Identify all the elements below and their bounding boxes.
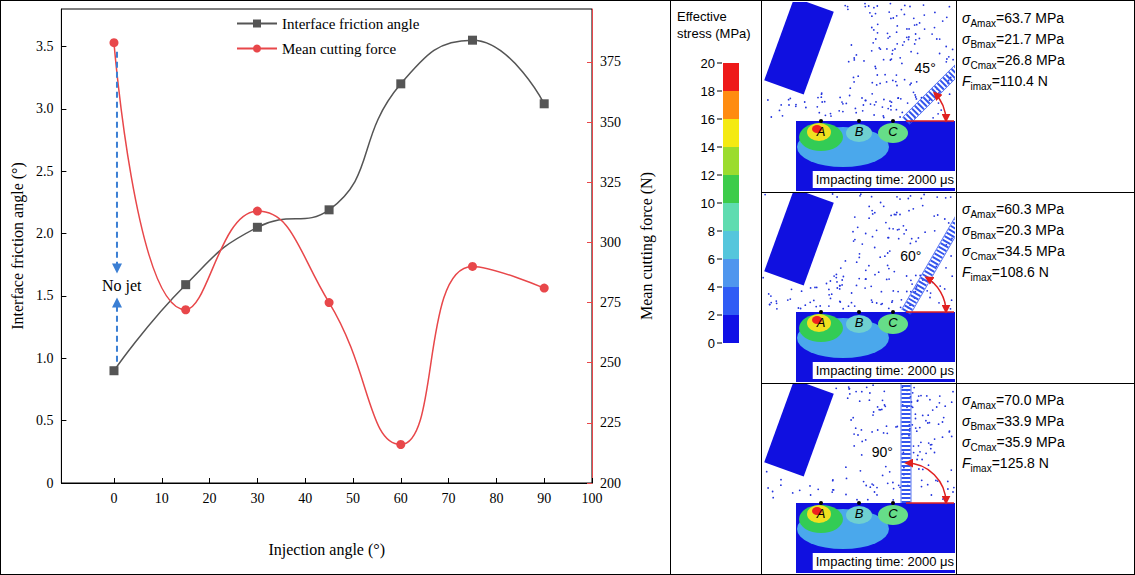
svg-text:20: 20: [701, 56, 715, 71]
svg-text:70: 70: [442, 491, 456, 506]
svg-text:C: C: [888, 124, 898, 139]
svg-text:3.5: 3.5: [36, 39, 54, 54]
svg-text:4: 4: [708, 280, 715, 295]
svg-text:375: 375: [600, 54, 621, 69]
svg-text:350: 350: [600, 115, 621, 130]
svg-text:σBmax=20.3 MPa: σBmax=20.3 MPa: [962, 222, 1064, 241]
svg-text:1.5: 1.5: [36, 288, 54, 303]
svg-text:0: 0: [46, 476, 53, 491]
svg-text:C: C: [888, 506, 898, 521]
svg-text:B: B: [855, 506, 864, 521]
svg-text:Impacting time: 2000 μs: Impacting time: 2000 μs: [816, 363, 955, 378]
svg-text:B: B: [855, 315, 864, 330]
svg-text:Impacting time: 2000 μs: Impacting time: 2000 μs: [816, 554, 955, 569]
svg-text:Fimax=110.4 N: Fimax=110.4 N: [962, 73, 1048, 92]
svg-text:12: 12: [701, 168, 715, 183]
svg-text:8: 8: [708, 224, 715, 239]
svg-text:90: 90: [537, 491, 551, 506]
svg-text:B: B: [855, 124, 864, 139]
svg-text:10: 10: [155, 491, 169, 506]
svg-text:100: 100: [582, 491, 603, 506]
svg-text:16: 16: [701, 112, 715, 127]
svg-text:60: 60: [394, 491, 408, 506]
svg-text:10: 10: [701, 196, 715, 211]
svg-text:Mean cutting force (N): Mean cutting force (N): [638, 172, 656, 320]
svg-text:50: 50: [346, 491, 360, 506]
svg-text:90°: 90°: [872, 444, 893, 460]
svg-text:σCmax=35.9 MPa: σCmax=35.9 MPa: [962, 434, 1065, 453]
svg-text:0: 0: [110, 491, 117, 506]
svg-text:2.0: 2.0: [36, 226, 54, 241]
svg-text:275: 275: [600, 295, 621, 310]
svg-text:18: 18: [701, 84, 715, 99]
svg-text:20: 20: [203, 491, 217, 506]
svg-text:σBmax=33.9 MPa: σBmax=33.9 MPa: [962, 413, 1064, 432]
svg-text:2: 2: [708, 308, 715, 323]
svg-text:225: 225: [600, 415, 621, 430]
svg-text:A: A: [816, 124, 826, 139]
svg-text:σCmax=26.8 MPa: σCmax=26.8 MPa: [962, 52, 1065, 71]
svg-text:σCmax=34.5 MPa: σCmax=34.5 MPa: [962, 243, 1065, 262]
svg-text:6: 6: [708, 252, 715, 267]
svg-text:300: 300: [600, 235, 621, 250]
svg-text:2.5: 2.5: [36, 164, 54, 179]
svg-text:Mean cutting force: Mean cutting force: [282, 41, 396, 57]
svg-text:325: 325: [600, 175, 621, 190]
svg-text:Injection angle (°): Injection angle (°): [268, 541, 385, 559]
svg-text:14: 14: [701, 140, 715, 155]
svg-text:250: 250: [600, 355, 621, 370]
svg-text:σAmax=63.7 MPa: σAmax=63.7 MPa: [962, 10, 1064, 29]
svg-text:A: A: [816, 315, 826, 330]
svg-text:1.0: 1.0: [36, 351, 54, 366]
svg-text:3.0: 3.0: [36, 101, 54, 116]
svg-text:Fimax=108.6 N: Fimax=108.6 N: [962, 264, 1049, 283]
svg-text:A: A: [816, 506, 826, 521]
svg-text:No jet: No jet: [102, 277, 142, 295]
svg-text:Fimax=125.8 N: Fimax=125.8 N: [962, 455, 1049, 474]
svg-text:C: C: [888, 315, 898, 330]
svg-text:Impacting time: 2000 μs: Impacting time: 2000 μs: [816, 172, 955, 187]
svg-text:σBmax=21.7 MPa: σBmax=21.7 MPa: [962, 31, 1064, 50]
svg-text:60°: 60°: [900, 248, 921, 264]
svg-text:Effective: Effective: [677, 9, 727, 24]
svg-text:Interface friction angle: Interface friction angle: [282, 16, 420, 32]
svg-text:σAmax=60.3 MPa: σAmax=60.3 MPa: [962, 201, 1064, 220]
svg-text:200: 200: [600, 476, 621, 491]
svg-text:30: 30: [250, 491, 264, 506]
svg-text:0.5: 0.5: [36, 413, 54, 428]
svg-text:80: 80: [489, 491, 503, 506]
svg-text:45°: 45°: [915, 60, 936, 76]
svg-text:0: 0: [708, 336, 715, 351]
svg-text:Interface friction angle (°): Interface friction angle (°): [9, 162, 27, 330]
svg-text:σAmax=70.0 MPa: σAmax=70.0 MPa: [962, 392, 1064, 411]
svg-text:40: 40: [298, 491, 312, 506]
svg-text:stress (MPa): stress (MPa): [677, 26, 751, 41]
